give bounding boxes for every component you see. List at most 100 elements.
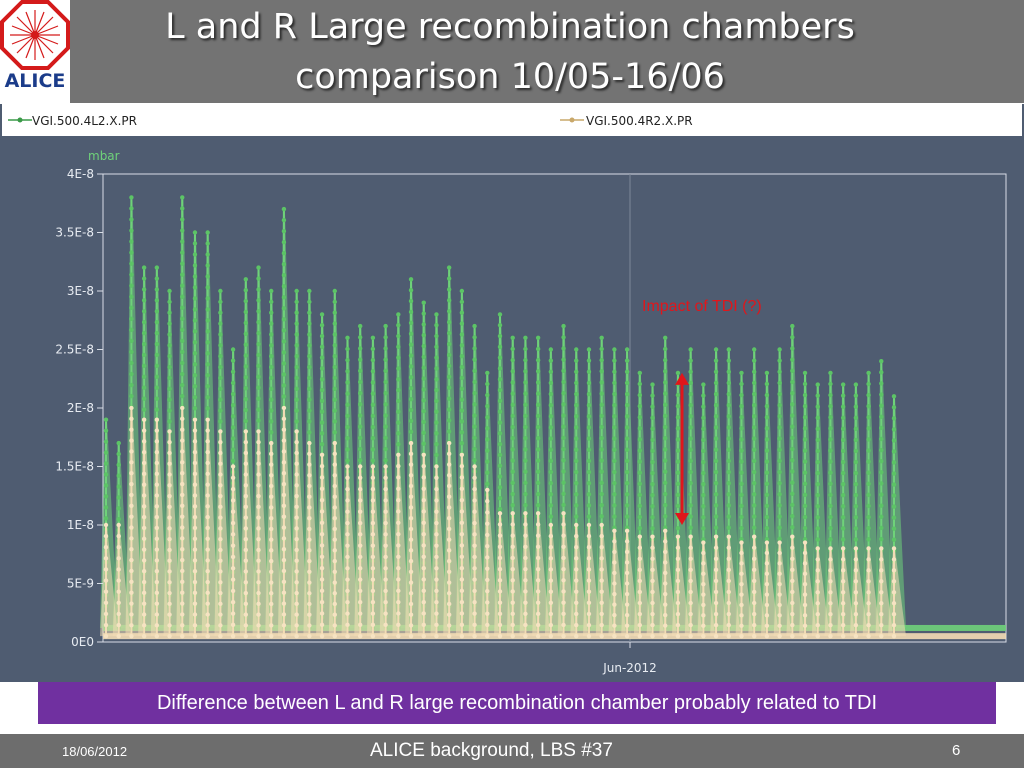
- series-point: [319, 452, 325, 457]
- series-point: [853, 426, 859, 432]
- series-point: [612, 623, 617, 628]
- series-point: [180, 305, 185, 310]
- series-point: [370, 346, 376, 352]
- series-point: [256, 298, 261, 303]
- series-point: [891, 482, 897, 487]
- series-point: [154, 298, 160, 303]
- series-point: [815, 481, 820, 487]
- series-point: [421, 398, 426, 403]
- series-point: [129, 514, 134, 519]
- series-point: [434, 543, 439, 548]
- series-point: [802, 623, 808, 628]
- series-spike-fill: [277, 408, 296, 637]
- series-point: [764, 370, 770, 376]
- series-point: [256, 439, 261, 445]
- series-point: [459, 554, 465, 560]
- series-point: [688, 492, 693, 497]
- series-point: [116, 522, 121, 528]
- series-point: [764, 561, 770, 566]
- series-point: [459, 375, 465, 381]
- series-point: [510, 346, 515, 352]
- series-point: [243, 590, 249, 596]
- series-point: [751, 347, 757, 352]
- series-point: [129, 547, 134, 552]
- series-point: [510, 622, 515, 628]
- series-point: [103, 428, 109, 433]
- series-point: [281, 416, 287, 422]
- series-point: [815, 537, 820, 542]
- series-point: [879, 536, 884, 542]
- series-point: [510, 480, 515, 486]
- series-point: [370, 554, 376, 560]
- series-point: [434, 344, 439, 350]
- series-point: [446, 320, 452, 325]
- series-point: [154, 374, 160, 379]
- series-point: [396, 622, 401, 628]
- series-point: [345, 600, 350, 605]
- series-point: [815, 612, 820, 617]
- series-point: [650, 448, 655, 454]
- series-point: [586, 436, 592, 441]
- series-point: [764, 602, 770, 608]
- series-point: [332, 580, 337, 585]
- series-point: [154, 341, 160, 347]
- series-point: [497, 589, 503, 594]
- series-point: [192, 504, 198, 509]
- series-point: [510, 447, 515, 452]
- series-point: [230, 380, 236, 386]
- series-point: [586, 567, 592, 572]
- series-point: [751, 514, 757, 519]
- series-point: [472, 554, 477, 560]
- series-point: [688, 447, 693, 452]
- series-point: [739, 592, 744, 597]
- series-point: [154, 309, 160, 314]
- series-point: [205, 439, 210, 444]
- series-point: [167, 623, 172, 628]
- series-point: [243, 353, 249, 358]
- series-point: [485, 426, 490, 431]
- series-point: [167, 612, 172, 617]
- series-point: [497, 366, 503, 371]
- series-point: [141, 525, 147, 531]
- series-point: [383, 498, 388, 503]
- series-point: [561, 578, 566, 583]
- series-point: [332, 623, 337, 628]
- series-point: [332, 310, 337, 315]
- series-point: [523, 544, 528, 550]
- series-point: [586, 347, 592, 352]
- series-point: [218, 429, 223, 434]
- series-point: [383, 435, 388, 441]
- series-point: [459, 299, 465, 305]
- series-point: [192, 460, 198, 466]
- series-point: [383, 424, 388, 429]
- series-point: [815, 633, 820, 639]
- series-point: [764, 514, 770, 520]
- series-point: [739, 503, 744, 509]
- series-point: [192, 623, 198, 628]
- series-point: [713, 600, 719, 606]
- series-point: [688, 622, 693, 628]
- series-spike-fill: [443, 443, 462, 637]
- annotation-text: Impact of TDI (?): [642, 298, 762, 315]
- series-point: [561, 611, 566, 617]
- series-point: [561, 480, 566, 485]
- series-point: [866, 514, 871, 520]
- series-point: [243, 287, 249, 293]
- series-point: [713, 414, 719, 419]
- series-point: [853, 382, 859, 387]
- series-point: [497, 323, 503, 328]
- series-point: [421, 599, 426, 605]
- series-point: [230, 633, 236, 639]
- series-point: [307, 310, 312, 315]
- series-point: [357, 446, 363, 452]
- series-point: [256, 450, 261, 456]
- series-point: [840, 568, 846, 573]
- series-point: [281, 405, 287, 411]
- series-point: [154, 525, 160, 531]
- series-point: [319, 312, 325, 317]
- series-point: [294, 450, 299, 456]
- series-point: [586, 380, 592, 386]
- series-point: [701, 581, 706, 587]
- series-point: [129, 382, 134, 388]
- series-point: [701, 526, 706, 531]
